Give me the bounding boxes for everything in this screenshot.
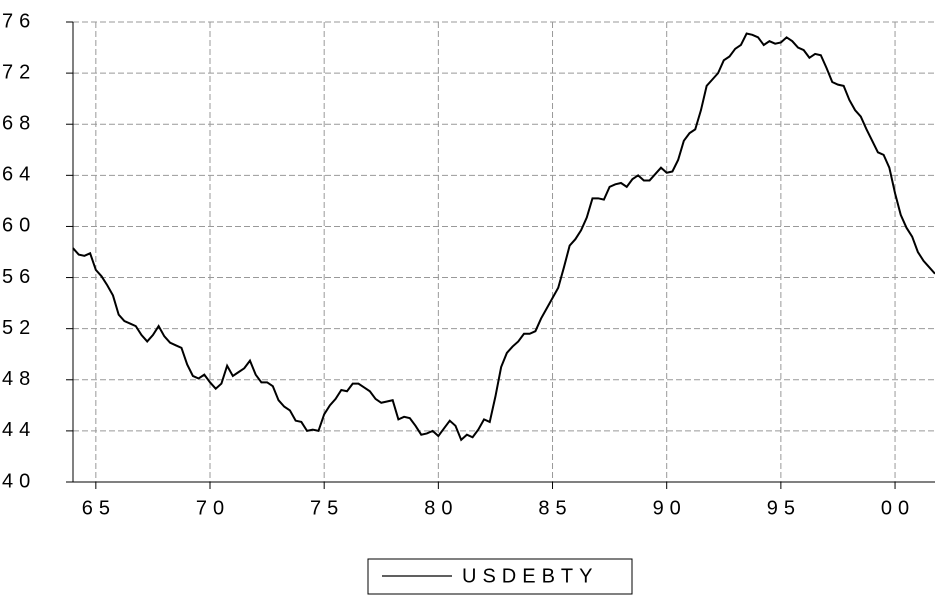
y-tick-label: 64 <box>2 164 36 186</box>
y-tick-label: 68 <box>2 113 36 135</box>
x-tick-label: 95 <box>767 497 801 519</box>
x-tick-label: 75 <box>310 497 344 519</box>
legend-label: USDEBTY <box>462 565 598 587</box>
x-tick-label: 70 <box>196 497 230 519</box>
series-line <box>72 32 935 442</box>
y-tick-label: 52 <box>2 317 36 339</box>
x-tick-label: 00 <box>881 497 915 519</box>
x-tick-label: 90 <box>653 497 687 519</box>
y-tick-label: 60 <box>2 215 36 237</box>
y-tick-label: 76 <box>2 10 36 32</box>
x-tick-label: 85 <box>538 497 572 519</box>
y-tick-label: 48 <box>2 368 36 390</box>
y-tick-label: 72 <box>2 61 36 83</box>
y-tick-label: 56 <box>2 266 36 288</box>
y-tick-label: 40 <box>2 470 36 492</box>
x-tick-label: 80 <box>424 497 458 519</box>
x-tick-label: 65 <box>82 497 116 519</box>
y-tick-label: 44 <box>2 419 36 441</box>
